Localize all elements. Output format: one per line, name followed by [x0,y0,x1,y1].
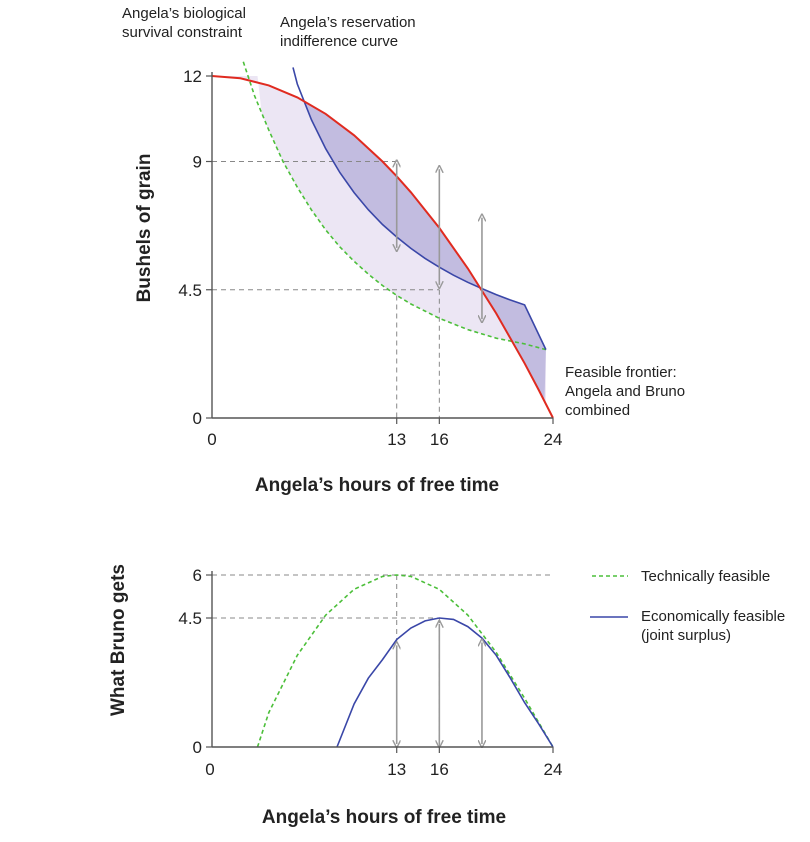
joint-surplus-region-dark [302,100,546,402]
x-tick-label: 13 [387,430,406,449]
frontier-label: Angela and Bruno [565,383,685,400]
feasible-surplus-region-light [212,76,546,404]
frontier-label: Feasible frontier: [565,364,677,381]
indifference-curve-label: Angela’s reservation [280,14,416,31]
x-tick-label: 24 [544,430,563,449]
indifference-curve [292,67,547,350]
y-axis-title: What Bruno gets [108,564,129,716]
x-tick-label: 24 [544,760,563,779]
y-tick-label: 6 [193,566,202,585]
x-axis-title: Angela’s hours of free time [262,807,506,828]
y-tick-label: 4.5 [178,609,202,628]
y-tick-label: 0 [193,409,202,428]
x-tick-label: 0 [207,430,216,449]
y-tick-label: 9 [193,153,202,172]
x-tick-label: 16 [430,760,449,779]
x-axis-title: Angela’s hours of free time [255,475,499,496]
x-tick-label: 13 [387,760,406,779]
y-axis-title: Bushels of grain [134,154,155,303]
survival-constraint-label: survival constraint [122,24,243,41]
survival-constraint-curve [242,61,547,351]
top-chart: 0 4.5 9 12 0 13 16 24 Angela’s hours of free tim… [122,5,685,496]
frontier-label: combined [565,402,630,419]
legend-label-economically-feasible: (joint surplus) [641,627,731,644]
survival-constraint-label: Angela’s biological [122,5,246,22]
bottom-chart: 0 4.5 6 0 13 16 24 Angela’s hours of free time W… [108,564,785,828]
legend-label-technically-feasible: Technically feasible [641,568,770,585]
economically-feasible-curve [336,617,554,748]
y-tick-label: 4.5 [178,281,202,300]
x-tick-label: 0 [205,760,214,779]
x-tick-label: 16 [430,430,449,449]
y-tick-label: 12 [183,67,202,86]
technically-feasible-curve [256,574,554,748]
legend-label-economically-feasible: Economically feasible [641,608,785,625]
y-tick-label: 0 [193,738,202,757]
indifference-curve-label: indifference curve [280,33,398,50]
